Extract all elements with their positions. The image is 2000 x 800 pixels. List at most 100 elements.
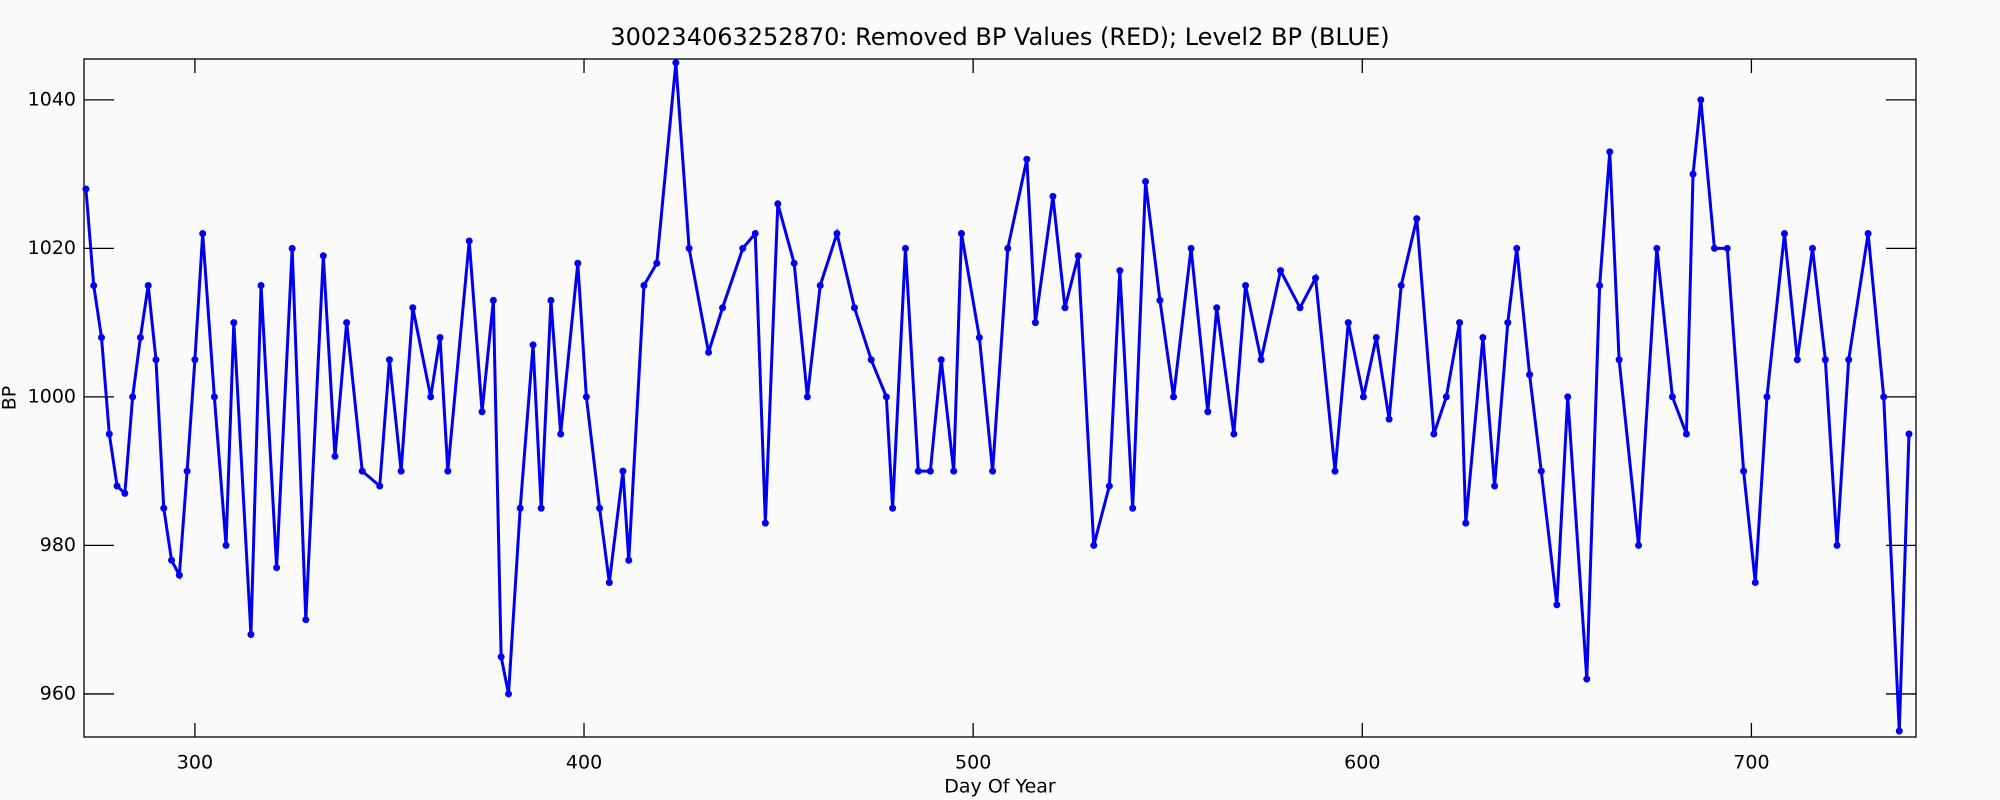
data-point — [144, 281, 152, 289]
data-point — [957, 230, 965, 238]
data-point — [1845, 356, 1853, 364]
data-point — [385, 356, 393, 364]
data-point — [774, 200, 782, 208]
data-point — [497, 653, 505, 661]
data-point — [136, 333, 144, 341]
data-point — [867, 356, 875, 364]
data-point — [1031, 319, 1039, 327]
data-point — [653, 259, 661, 267]
data-point — [98, 333, 106, 341]
data-point — [790, 259, 798, 267]
data-point — [210, 393, 218, 401]
data-point — [833, 230, 841, 238]
data-point — [901, 244, 909, 252]
data-point — [1723, 244, 1731, 252]
data-point — [129, 393, 137, 401]
data-point — [288, 244, 296, 252]
data-point — [230, 319, 238, 327]
data-point — [1821, 356, 1829, 364]
data-point — [761, 519, 769, 527]
data-point — [914, 467, 922, 475]
data-point — [596, 504, 604, 512]
data-point — [1049, 192, 1057, 200]
data-point — [1583, 675, 1591, 683]
data-point — [376, 482, 384, 490]
data-point — [889, 504, 897, 512]
data-point — [1553, 601, 1561, 609]
data-point — [937, 356, 945, 364]
data-point — [1312, 274, 1320, 282]
data-point — [478, 408, 486, 416]
data-point — [222, 541, 230, 549]
data-point — [1895, 727, 1903, 735]
data-point — [537, 504, 545, 512]
data-point — [343, 319, 351, 327]
data-point — [1513, 244, 1521, 252]
data-point — [1668, 393, 1676, 401]
data-point — [739, 244, 747, 252]
data-point — [319, 252, 327, 260]
data-point — [705, 348, 713, 356]
y-tick-label: 980 — [40, 534, 76, 556]
data-point — [257, 281, 265, 289]
data-point — [1213, 304, 1221, 312]
data-point — [926, 467, 934, 475]
data-point — [1653, 244, 1661, 252]
data-point — [1689, 170, 1697, 178]
data-point — [427, 393, 435, 401]
data-point — [1004, 244, 1012, 252]
data-point — [1710, 244, 1718, 252]
data-point — [1751, 579, 1759, 587]
data-point — [1359, 393, 1367, 401]
data-point — [1606, 148, 1614, 156]
data-point — [1385, 415, 1393, 423]
data-point — [1170, 393, 1178, 401]
data-point — [121, 489, 129, 497]
data-point — [850, 304, 858, 312]
data-point — [685, 244, 693, 252]
data-point — [90, 281, 98, 289]
data-point — [1833, 541, 1841, 549]
data-point — [1142, 178, 1150, 186]
x-tick-label: 600 — [1344, 752, 1380, 774]
data-point — [1257, 356, 1265, 364]
x-axis-label: Day Of Year — [944, 776, 1056, 798]
data-point — [505, 690, 513, 698]
data-point — [1537, 467, 1545, 475]
data-point — [672, 59, 680, 67]
data-point — [1090, 541, 1098, 549]
data-point — [719, 304, 727, 312]
data-point — [199, 230, 207, 238]
data-point — [1697, 96, 1705, 104]
data-point — [516, 504, 524, 512]
data-point — [989, 467, 997, 475]
data-point — [605, 579, 613, 587]
data-point — [1230, 430, 1238, 438]
data-point — [882, 393, 890, 401]
data-point — [436, 333, 444, 341]
data-point — [191, 356, 199, 364]
data-point — [465, 237, 473, 245]
data-point — [1864, 230, 1872, 238]
data-point — [409, 304, 417, 312]
data-point — [105, 430, 113, 438]
data-point — [1491, 482, 1499, 490]
data-point — [1413, 215, 1421, 223]
data-point — [1187, 244, 1195, 252]
plot-frame — [83, 58, 1917, 738]
data-point — [1905, 430, 1913, 438]
data-point — [1808, 244, 1816, 252]
data-point — [582, 393, 590, 401]
data-point — [273, 564, 281, 572]
data-point — [1372, 333, 1380, 341]
data-point — [358, 467, 366, 475]
data-point — [557, 430, 565, 438]
x-tick-label: 700 — [1733, 752, 1769, 774]
data-point — [1204, 408, 1212, 416]
data-point — [1763, 393, 1771, 401]
data-point — [1880, 393, 1888, 401]
data-point — [803, 393, 811, 401]
x-tick-label: 300 — [177, 752, 213, 774]
